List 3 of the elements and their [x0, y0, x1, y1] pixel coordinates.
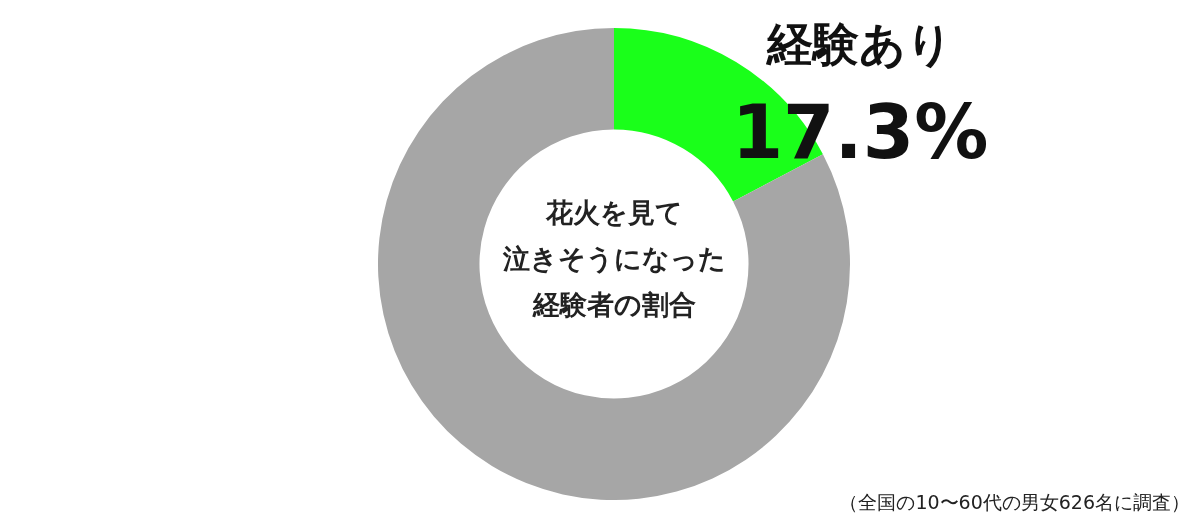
text: 花火を見て泣きそうになった経験者の割合 — [501, 196, 727, 322]
text: （全国の10〜60代の男女626名に調査） — [839, 490, 1190, 515]
slice-label: 経験あり — [765, 16, 954, 73]
